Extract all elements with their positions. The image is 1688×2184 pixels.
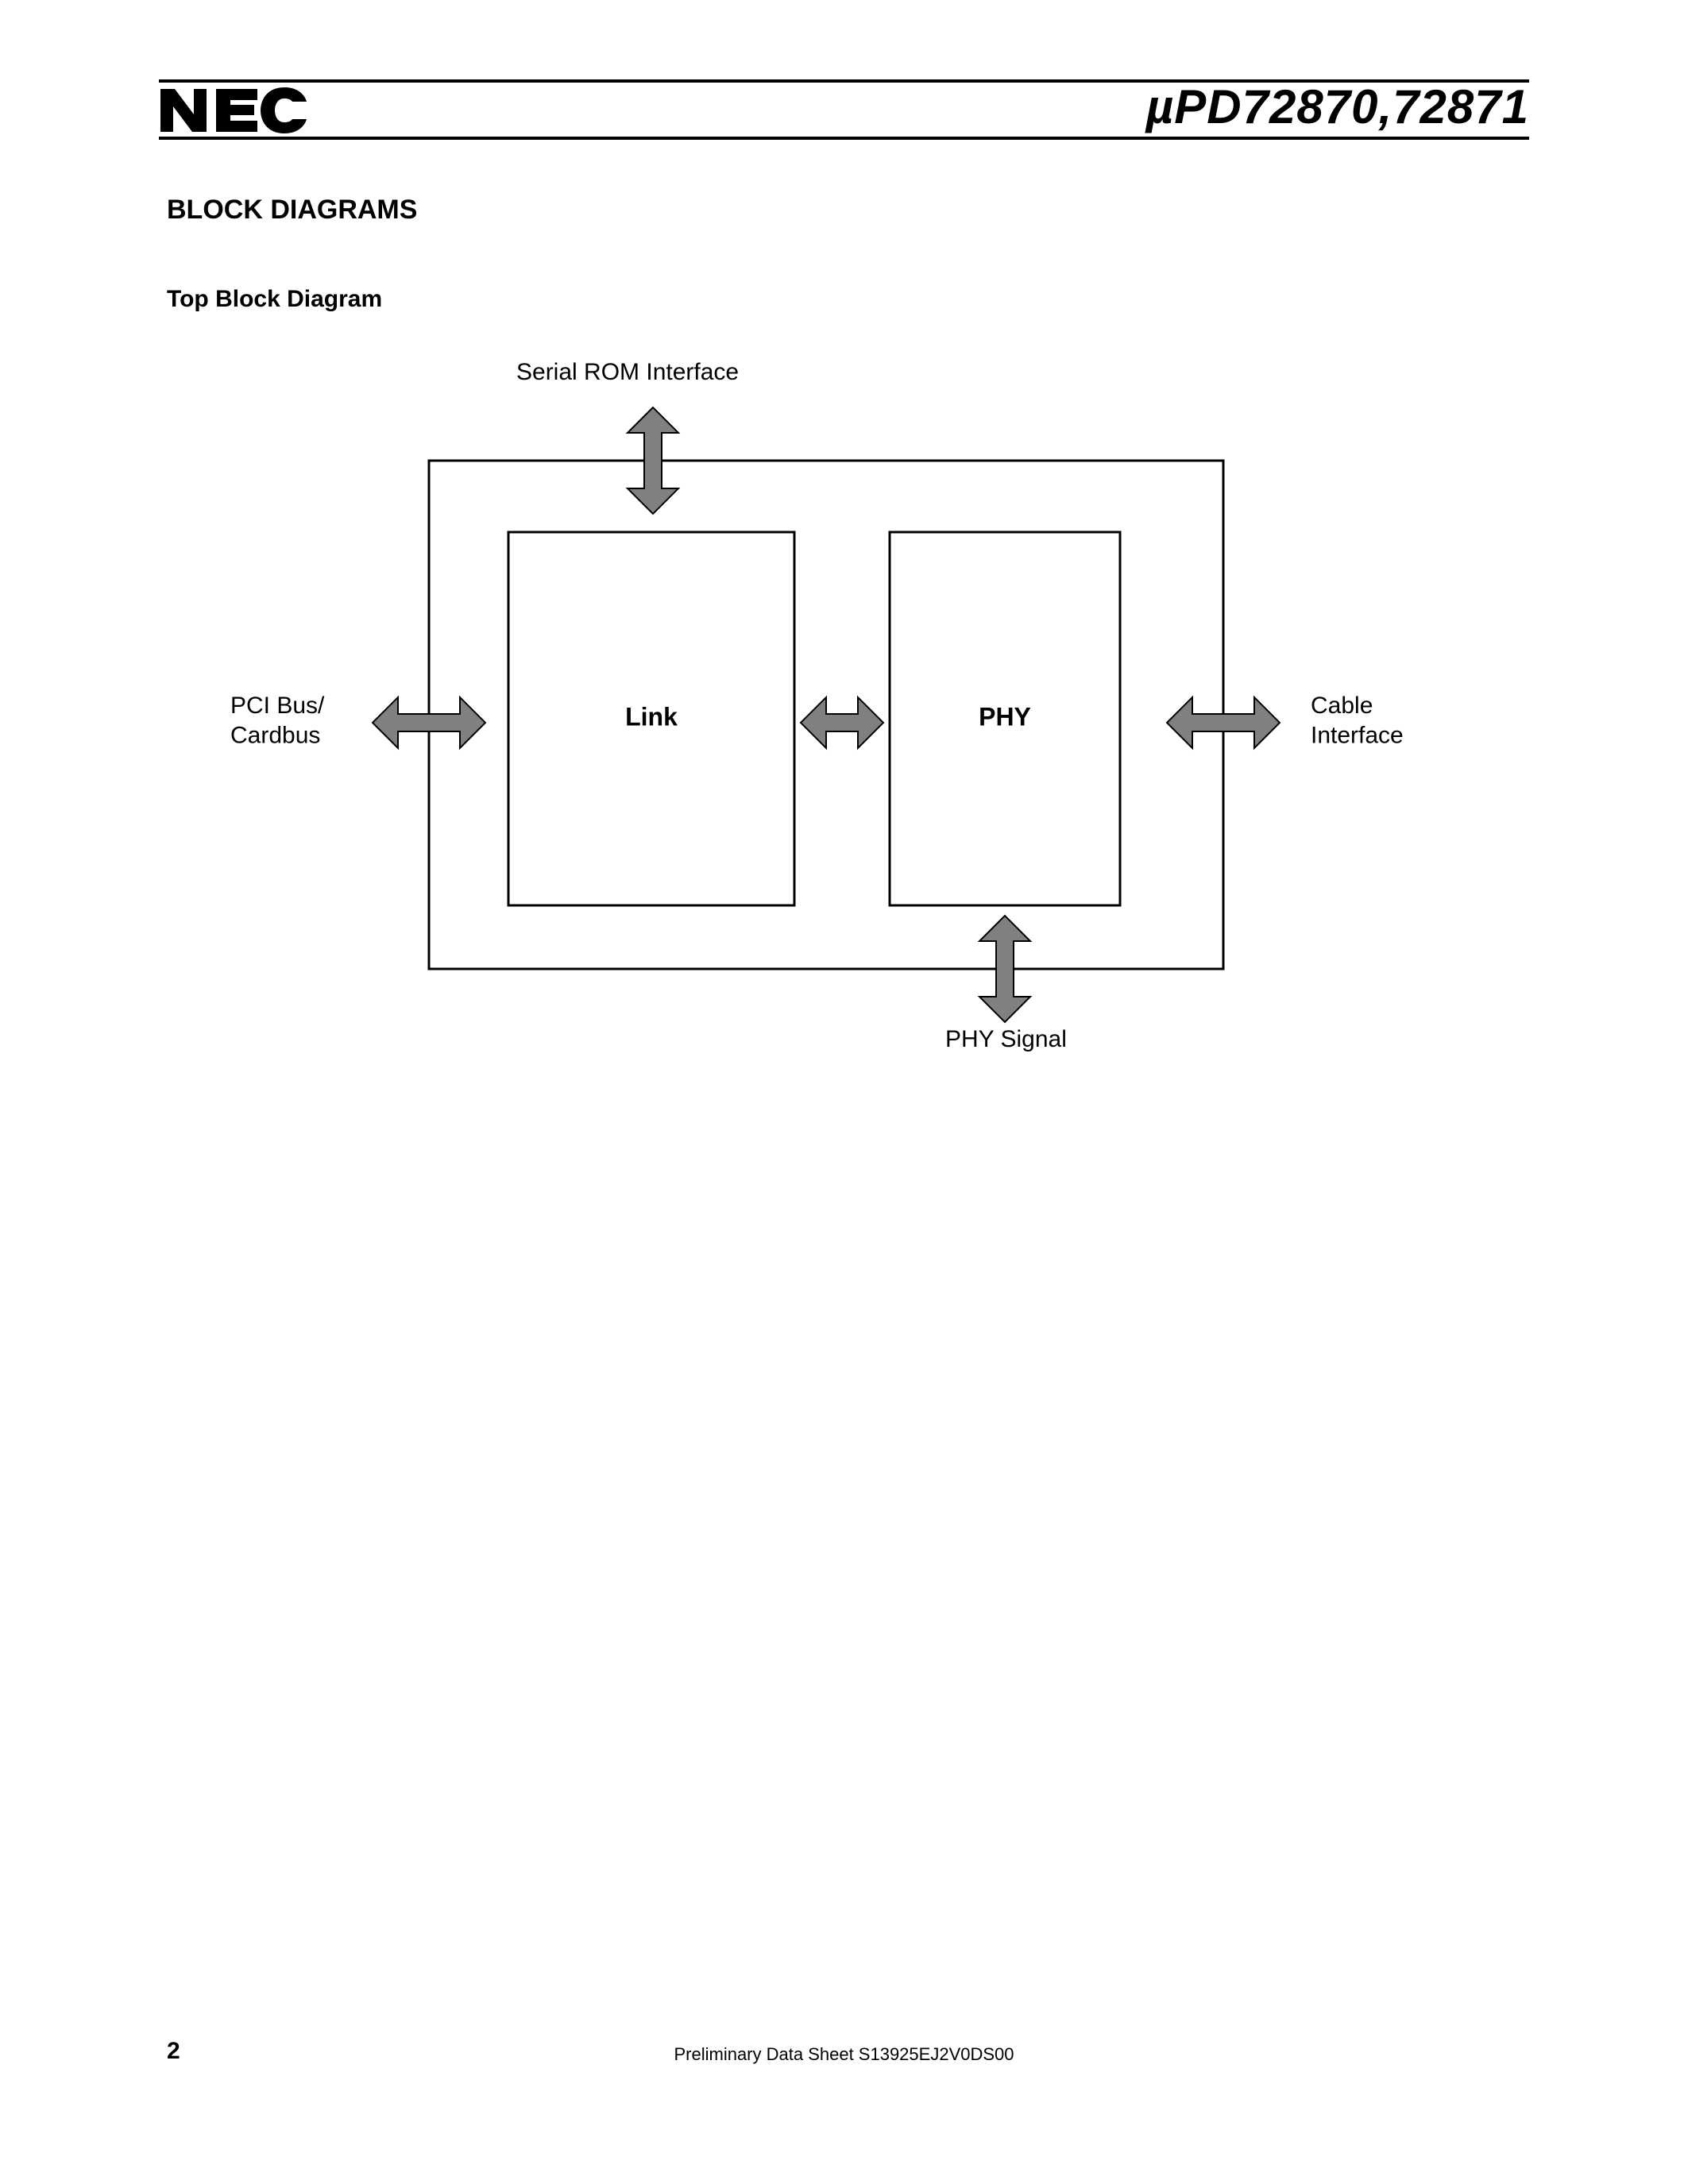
header-rule-bottom — [159, 137, 1529, 140]
svg-text:Interface: Interface — [1311, 722, 1404, 748]
nec-logo — [159, 86, 310, 135]
block-diagram: Link PHY Serial ROM Interface PCI Bus/Cardb… — [167, 349, 1438, 1080]
svg-text:Serial ROM Interface: Serial ROM Interface — [516, 359, 739, 385]
sub-title: Top Block Diagram — [167, 286, 382, 313]
svg-text:PHY Signal: PHY Signal — [945, 1026, 1067, 1052]
section-title: BLOCK DIAGRAMS — [167, 195, 417, 226]
part-number: µPD72870,72871 — [1146, 79, 1529, 134]
svg-text:Cable: Cable — [1311, 693, 1373, 719]
footer-text: Preliminary Data Sheet S13925EJ2V0DS00 — [0, 2044, 1688, 2065]
page: µPD72870,72871 BLOCK DIAGRAMS Top Block … — [0, 0, 1688, 2184]
svg-text:PHY: PHY — [979, 702, 1031, 731]
svg-text:Cardbus: Cardbus — [230, 722, 320, 748]
svg-text:PCI Bus/: PCI Bus/ — [230, 693, 325, 719]
svg-text:Link: Link — [625, 702, 678, 731]
